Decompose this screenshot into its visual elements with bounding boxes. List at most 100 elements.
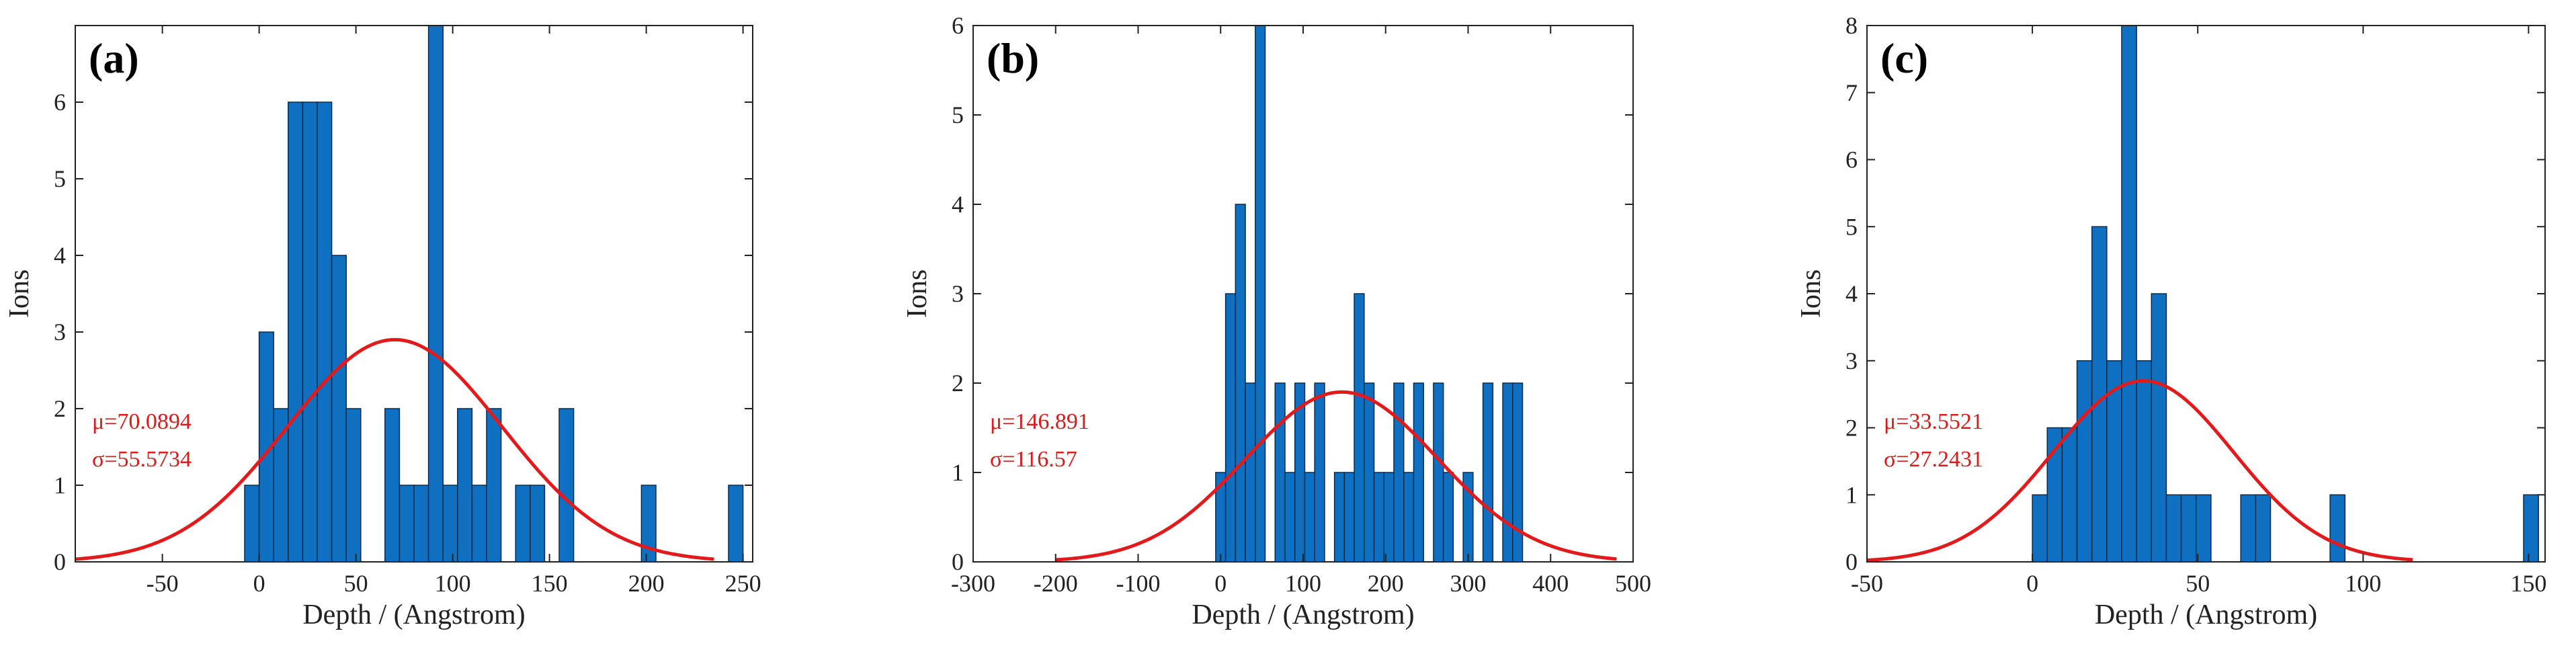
histogram-bar [1255,26,1266,562]
gaussian-fit-curve [1055,390,1617,562]
histogram-bar [413,485,429,562]
histogram-bar [317,101,333,562]
histogram-bar [2076,360,2093,562]
y-axis-label: Ions [4,270,35,318]
histogram-bar [2121,26,2137,562]
bars [244,26,744,562]
y-tick-label: 8 [1845,12,1858,39]
histogram-bar [1413,382,1424,562]
histogram-bar [728,485,744,562]
x-tick-label: -50 [1851,570,1883,597]
sigma-annotation: σ=27.2431 [1884,447,1983,472]
x-tick-label: -300 [951,570,995,597]
histogram-bar [1354,293,1365,562]
x-axis-label: Depth / (Angstrom) [302,599,525,630]
y-axis-label: Ions [902,270,933,318]
gaussian-fit-curve [75,337,714,561]
x-tick-label: 0 [1214,570,1227,597]
histogram-bar [457,408,473,562]
y-tick-label: 3 [1845,347,1858,374]
x-tick-label: 50 [344,570,368,597]
sigma-annotation: σ=116.57 [990,447,1077,472]
histogram-bar [486,408,502,562]
y-tick-label: 2 [952,370,964,397]
histogram-bar [515,485,531,562]
histogram-bar [1373,472,1385,562]
gaussian-fit-curve [1867,379,2413,562]
x-tick-label: 100 [2345,570,2381,597]
histogram-bar [471,485,487,562]
y-tick-label: 6 [1845,147,1858,173]
x-tick-label: 50 [2186,570,2210,597]
panel-b: -300 -200 -100 0 100 200 300 400 500 0 1 2 3 4 5 6 Depth… [902,12,1651,630]
y-tick-label: 5 [54,165,66,192]
y-tick-label: 3 [952,280,964,307]
histogram-bar [1274,382,1286,562]
y-tick-label: 5 [952,101,964,128]
histogram-bar [1512,382,1524,562]
histogram-bar [2329,494,2345,562]
y-tick-label: 3 [54,319,66,345]
histogram-bar [1364,382,1375,562]
histogram-bar [288,101,304,562]
mu-annotation: μ=146.891 [990,409,1089,434]
histogram-bar [1314,382,1325,562]
y-tick-label: 6 [54,89,66,116]
y-tick-label: 5 [1845,213,1858,240]
x-tick-label: 150 [2510,570,2546,597]
histogram-bar [345,408,362,562]
histogram-bar [1482,382,1494,562]
y-tick-label: 1 [952,459,964,486]
histogram-bar [1235,204,1246,562]
axes-frame [1866,25,2546,563]
histogram-bar [2061,427,2078,562]
x-tick-label: 250 [725,570,761,597]
histogram-bar [442,485,458,562]
y-tick-label: 4 [1845,280,1858,307]
sigma-annotation: σ=55.5734 [92,447,192,472]
x-tick-label: 200 [628,570,665,597]
y-tick-label: 1 [1845,481,1858,508]
histogram-bar [2032,494,2048,562]
y-tick-label: 2 [54,395,66,422]
histogram-bar [399,485,415,562]
bars [1215,26,1524,562]
histogram-bar [2240,494,2257,562]
x-tick-label: 200 [1368,570,1404,597]
x-tick-label: -50 [147,570,179,597]
histogram-bar [1403,472,1415,562]
bars [2032,26,2539,562]
histogram-bar [2180,494,2197,562]
x-tick-label: 150 [532,570,568,597]
y-tick-label: 4 [952,191,964,218]
histogram-bar [1304,472,1315,562]
histogram-bar [2165,494,2182,562]
y-tick-label: 6 [952,12,964,39]
histogram-bar [2091,226,2108,562]
histogram-bar [244,485,260,562]
histogram-bar [1433,382,1444,562]
x-tick-label: -200 [1034,570,1078,597]
histogram-bar [2195,494,2212,562]
y-axis-label: Ions [1796,270,1827,318]
histogram-bar [1343,472,1355,562]
histogram-bar [2136,360,2153,562]
histogram-bar [273,408,289,562]
y-tick-label: 1 [54,472,66,499]
histogram-bar [331,255,347,562]
x-tick-label: 400 [1532,570,1569,597]
y-tick-label: 0 [1845,548,1858,575]
histogram-bar [530,485,546,562]
histogram-bar [1245,382,1256,562]
x-tick-label: 100 [1285,570,1321,597]
x-tick-label: 0 [253,570,265,597]
panel-label: (b) [987,34,1039,82]
histogram-bar [1383,472,1395,562]
histogram-bar [1224,293,1237,562]
y-tick-label: 2 [1845,415,1858,442]
histogram-bar [302,101,318,562]
histogram-bar [1284,472,1296,562]
histogram-bar [2255,494,2272,562]
x-tick-label: 100 [435,570,471,597]
axes-frame [75,25,753,563]
